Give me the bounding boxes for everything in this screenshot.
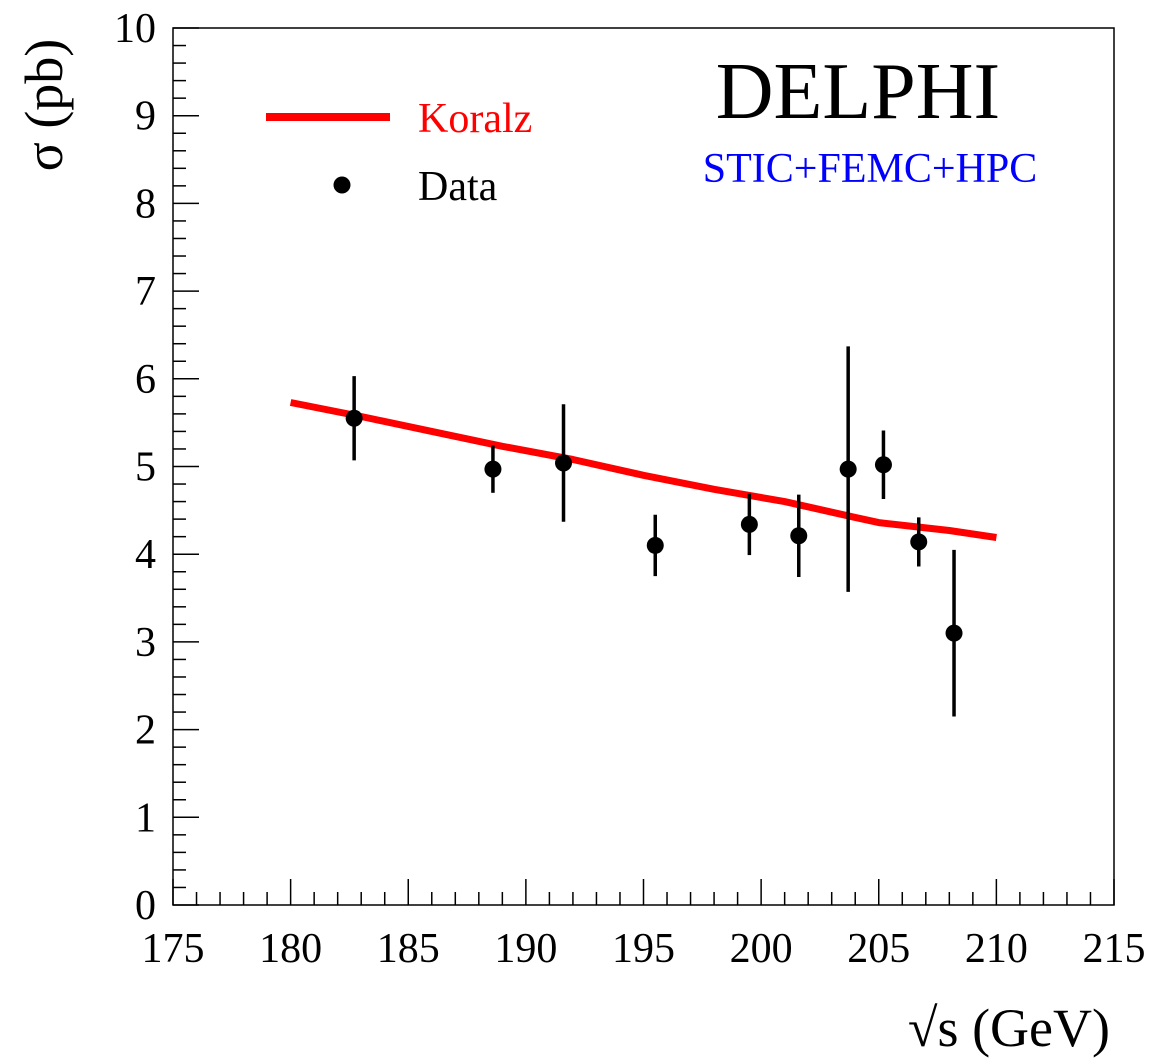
y-tick-label: 9	[135, 94, 156, 140]
koralz-curve	[289, 399, 997, 541]
data-point	[646, 536, 664, 554]
data-point	[839, 460, 857, 478]
x-tick-label: 185	[377, 926, 440, 972]
x-axis-label: √s (GeV)	[908, 998, 1110, 1058]
y-tick-label: 2	[135, 708, 156, 754]
data-point	[874, 456, 892, 474]
chart-title: DELPHI	[716, 48, 1000, 136]
axis-tick-labels: 175 180 185 190 195 200 205 210 215 0 1 2 3 4 5 6 7 8 9 10	[114, 6, 1146, 972]
legend-koralz-label: Koralz	[418, 96, 532, 142]
chart-subtitle: STIC+FEMC+HPC	[703, 146, 1037, 192]
x-tick-label: 195	[612, 926, 675, 972]
x-tick-label: 180	[259, 926, 322, 972]
y-axis-label: σ (pb)	[14, 39, 74, 172]
y-tick-label: 0	[135, 883, 156, 929]
x-tick-label: 200	[730, 926, 793, 972]
y-tick-label: 1	[135, 795, 156, 841]
y-tick-label: 8	[135, 181, 156, 227]
y-tick-label: 5	[135, 445, 156, 491]
y-tick-label: 4	[135, 532, 156, 578]
x-tick-label: 205	[847, 926, 910, 972]
axis-ticks	[172, 27, 1115, 906]
x-tick-label: 210	[965, 926, 1028, 972]
data-point	[345, 409, 363, 427]
y-tick-label: 6	[135, 357, 156, 403]
data-point	[910, 533, 928, 551]
x-tick-label: 175	[142, 926, 205, 972]
y-tick-label: 7	[135, 269, 156, 315]
data-point	[945, 624, 963, 642]
x-tick-label: 215	[1083, 926, 1146, 972]
y-tick-label: 3	[135, 620, 156, 666]
data-point	[740, 515, 758, 533]
series-marks	[289, 346, 997, 717]
data-point	[484, 460, 502, 478]
legend-data-label: Data	[418, 164, 498, 210]
y-tick-label: 10	[114, 6, 156, 52]
x-tick-label: 190	[494, 926, 557, 972]
legend: Koralz Data	[266, 96, 532, 210]
data-point	[790, 527, 808, 545]
data-point	[555, 454, 573, 472]
legend-data-marker	[333, 176, 351, 194]
